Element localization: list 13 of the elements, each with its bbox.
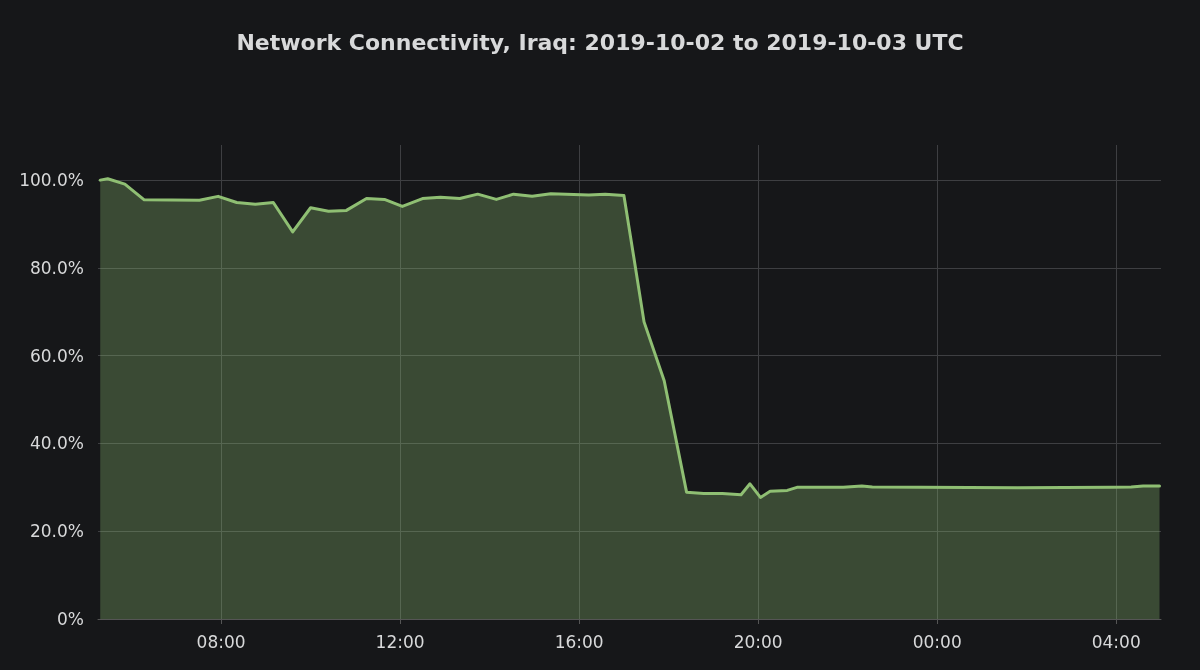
y-tick-label: 20.0% — [29, 521, 84, 542]
y-tick-label: 60.0% — [29, 345, 84, 366]
x-tick-label: 12:00 — [375, 631, 425, 652]
y-tick-label: 40.0% — [29, 433, 84, 454]
x-tick-label: 08:00 — [196, 631, 246, 652]
x-tick-label: 00:00 — [912, 631, 962, 652]
x-tick-label: 20:00 — [733, 631, 783, 652]
x-tick-label: 16:00 — [554, 631, 604, 652]
x-tick-label: 04:00 — [1091, 631, 1141, 652]
y-tick-label: 100.0% — [19, 170, 84, 191]
chart-title: Network Connectivity, Iraq: 2019-10-02 to 2019-10-03 UTC — [236, 29, 964, 55]
y-tick-label: 0% — [57, 609, 84, 629]
y-tick-label: 80.0% — [29, 257, 84, 278]
